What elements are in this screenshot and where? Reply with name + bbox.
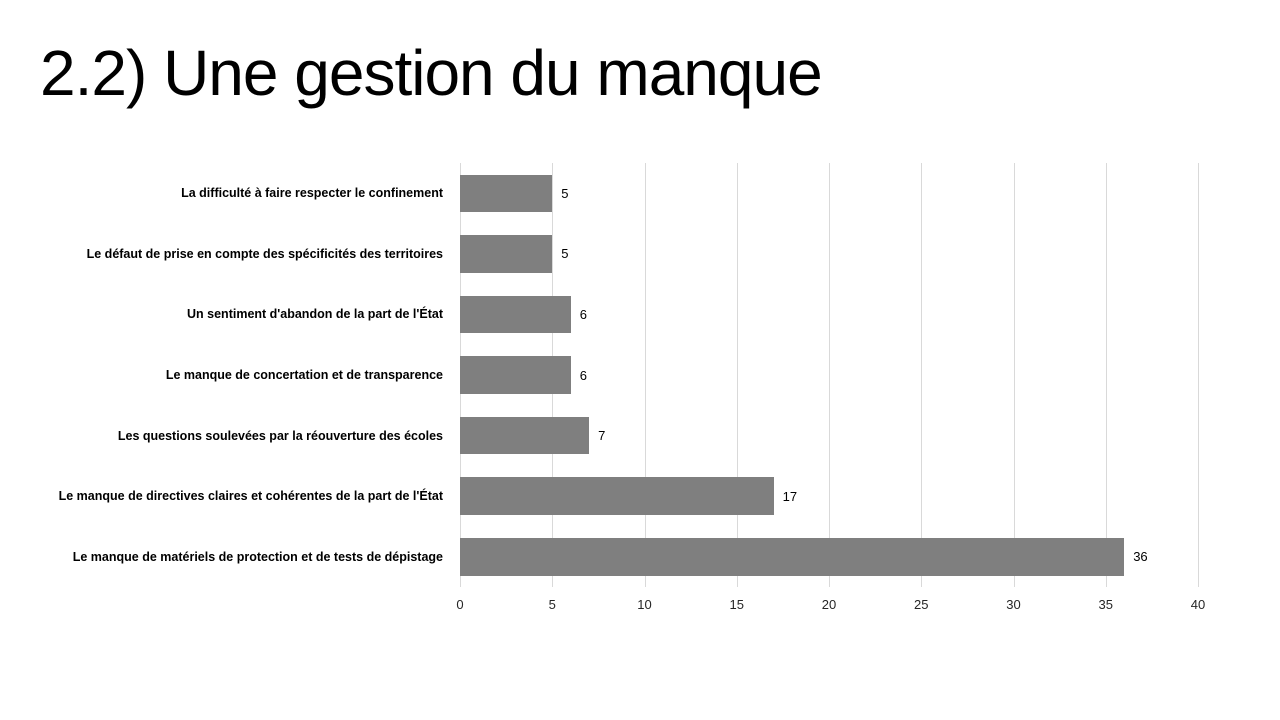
category-label: Un sentiment d'abandon de la part de l'É… xyxy=(187,307,443,322)
bar-chart: La difficulté à faire respecter le confi… xyxy=(57,163,1205,612)
x-tick-label: 25 xyxy=(914,597,929,612)
x-tick-label: 20 xyxy=(821,597,837,612)
category-label: Le manque de matériels de protection et … xyxy=(72,549,443,564)
gridline xyxy=(644,163,646,587)
bar-row: 17 xyxy=(460,466,1198,527)
gridline xyxy=(921,163,923,587)
bar xyxy=(460,235,553,273)
bar xyxy=(460,537,1125,576)
value-label: 17 xyxy=(782,488,798,504)
bar xyxy=(460,295,571,334)
bar-row: 5 xyxy=(460,224,1198,285)
bar xyxy=(460,477,774,515)
category-label: La difficulté à faire respecter le confi… xyxy=(181,186,443,201)
slide-title: 2.2) Une gestion du manque xyxy=(40,37,823,109)
x-axis: 0 5 10 15 20 25 30 35 40 xyxy=(456,587,1205,617)
category-label: Le manque de concertation et de transpar… xyxy=(165,368,443,383)
x-tick-label: 35 xyxy=(1098,597,1113,612)
category-label: Le manque de directives claires et cohér… xyxy=(58,489,443,504)
x-tick-label: 40 xyxy=(1190,597,1206,612)
gridline xyxy=(829,163,830,587)
bar-rows: 5 5 6 6 7 17 36 xyxy=(460,163,1198,587)
x-tick-label: 30 xyxy=(1006,597,1021,612)
bar-row: 36 xyxy=(460,526,1198,587)
category-label: Les questions soulevées par la réouvertu… xyxy=(117,428,443,443)
category-label: Le défaut de prise en compte des spécifi… xyxy=(86,246,443,261)
category-axis: La difficulté à faire respecter le confi… xyxy=(57,163,460,587)
gridline xyxy=(736,163,738,587)
value-label: 5 xyxy=(561,246,569,262)
bar xyxy=(460,174,553,213)
x-tick-label: 5 xyxy=(548,597,556,612)
gridline xyxy=(1013,163,1015,587)
bar-row: 7 xyxy=(460,405,1198,466)
bar-row: 6 xyxy=(460,345,1198,406)
plot-area: 5 5 6 6 7 17 36 0 5 10 15 20 25 30 35 40 xyxy=(456,163,1205,612)
bar xyxy=(460,416,590,455)
x-tick-label: 10 xyxy=(637,597,652,612)
value-label: 6 xyxy=(579,367,587,383)
gridline xyxy=(1198,163,1199,587)
gridline xyxy=(1105,163,1107,587)
x-tick-label: 0 xyxy=(456,597,464,612)
value-label: 5 xyxy=(561,185,569,201)
value-label: 36 xyxy=(1133,549,1148,565)
x-tick-label: 15 xyxy=(729,597,744,612)
bar xyxy=(460,356,571,394)
value-label: 6 xyxy=(579,306,587,322)
bar-row: 6 xyxy=(460,284,1198,345)
bar-row: 5 xyxy=(460,163,1198,224)
value-label: 7 xyxy=(598,428,606,444)
